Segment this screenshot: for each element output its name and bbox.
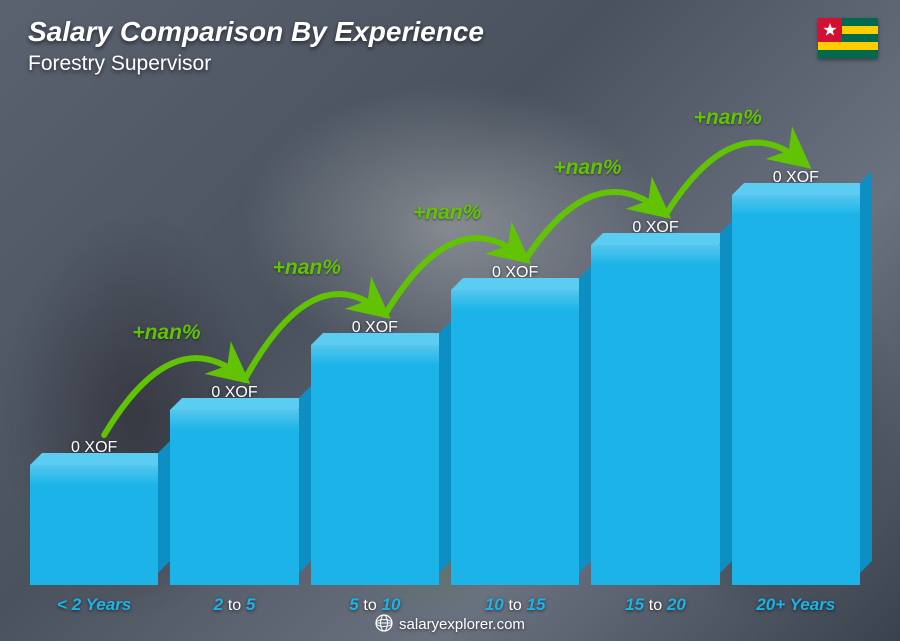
footer-text: salaryexplorer.com <box>399 616 525 633</box>
bar-column: 0 XOF15 to 20 <box>591 219 719 585</box>
category-label: 15 to 20 <box>625 595 686 615</box>
bar <box>451 290 579 585</box>
togo-flag-icon <box>818 18 878 58</box>
category-label: 2 to 5 <box>214 595 256 615</box>
bar <box>591 245 719 585</box>
category-label: 5 to 10 <box>349 595 400 615</box>
bar-column: 0 XOF10 to 15 <box>451 264 579 585</box>
bar-column: 0 XOF< 2 Years <box>30 439 158 585</box>
bar-column: 0 XOF20+ Years <box>732 169 860 585</box>
category-label: 10 to 15 <box>485 595 546 615</box>
bar <box>30 465 158 585</box>
globe-icon <box>375 614 393 632</box>
category-label: < 2 Years <box>57 595 131 615</box>
bar <box>732 195 860 585</box>
bar-chart: 0 XOF< 2 Years0 XOF2 to 50 XOF5 to 100 X… <box>30 105 860 585</box>
bar-column: 0 XOF5 to 10 <box>311 319 439 585</box>
bar <box>311 345 439 585</box>
chart-title: Salary Comparison By Experience <box>28 16 484 48</box>
chart-subtitle: Forestry Supervisor <box>28 52 484 76</box>
footer-attribution: salaryexplorer.com <box>0 614 900 633</box>
bar <box>170 410 298 585</box>
chart-header: Salary Comparison By Experience Forestry… <box>28 16 484 76</box>
category-label: 20+ Years <box>756 595 835 615</box>
bar-column: 0 XOF2 to 5 <box>170 384 298 585</box>
